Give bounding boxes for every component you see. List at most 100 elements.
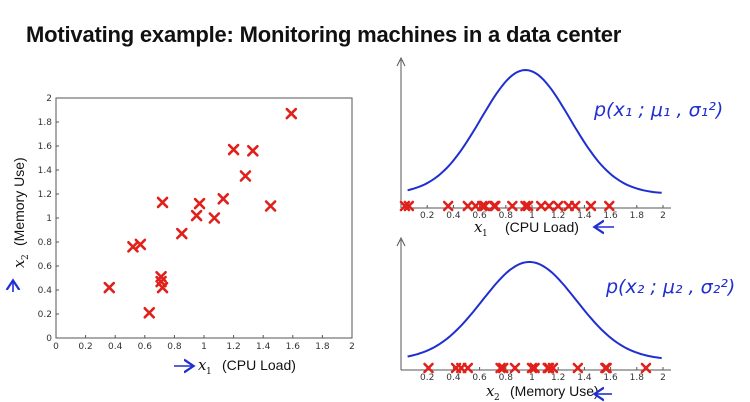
density-x1-curve — [407, 68, 662, 194]
density-x2-xlabel-sub: 2 — [494, 393, 500, 402]
density-x1-tick-label: 0.2 — [420, 211, 434, 221]
density-x1-tick-label: 0.6 — [472, 211, 487, 221]
scatter-xlabel-sub: 1 — [206, 367, 212, 377]
density-x1-point — [543, 200, 555, 212]
scatter-x-tick-label: 1.4 — [256, 342, 271, 352]
density-x1-xlabel-text: (CPU Load) — [505, 219, 579, 235]
density-x2-annotation: p(x₂ ; μ₂ , σ₂²) — [605, 276, 735, 298]
scatter-point — [143, 307, 156, 319]
density-x2-points — [423, 362, 652, 374]
density-x2-tick-label: 0.6 — [472, 373, 487, 383]
density-x2-curve — [407, 261, 662, 360]
density-x2-tick-label: 1.2 — [551, 373, 565, 383]
density-x1-point — [479, 200, 491, 212]
scatter-x-tick-label: 1 — [201, 342, 207, 352]
scatter-x-ticks: 0 0.2 0.4 0.6 0.8 1 1.2 1.4 1.6 1.8 2 — [53, 335, 355, 352]
scatter-y-tick-label: 0.6 — [38, 262, 53, 272]
density-x2-tick-label: 1 — [529, 373, 535, 383]
scatter-x-tick-label: 1.2 — [226, 342, 240, 352]
density-x1-point — [552, 200, 564, 212]
scatter-points — [103, 107, 298, 319]
density-x1-tick-label: 0.4 — [446, 211, 461, 221]
scatter-x-axis-label: x 1 (CPU Load) — [174, 356, 296, 377]
scatter-point — [103, 281, 116, 294]
density-x2-point — [547, 362, 559, 374]
density-x2-xlabel-var: x — [486, 382, 495, 400]
density-x2-y-axis-arrow — [396, 236, 406, 247]
density-x2-xlabel-text: (Memory Use) — [510, 383, 599, 399]
scatter-xlabel-text: (CPU Load) — [222, 357, 296, 373]
density-x1-xlabel-sub: 1 — [482, 229, 488, 239]
density-x1-point — [535, 200, 547, 212]
scatter-x-tick-label: 0.6 — [138, 342, 153, 352]
density-x2-point — [495, 362, 506, 374]
scatter-y-tick-label: 0.2 — [38, 310, 52, 320]
scatter-point — [208, 212, 221, 224]
density-x1-tick-label: 2 — [660, 211, 666, 221]
density-x1-tick-label: 0.8 — [499, 211, 514, 221]
density-x1-ticks: 0.2 0.4 0.6 0.8 1 1.2 1.4 1.6 1.8 2 — [420, 205, 666, 221]
scatter-x-tick-label: 0.2 — [78, 342, 92, 352]
density-x1-point — [520, 200, 531, 212]
scatter-y-tick-label: 1 — [46, 214, 52, 224]
density-x1-point — [507, 200, 518, 212]
scatter-point — [247, 145, 259, 157]
scatter-point — [156, 196, 169, 209]
scatter-x-tick-label: 0.4 — [108, 342, 123, 352]
density-x2-point — [497, 362, 509, 374]
scatter-plot-frame — [55, 97, 353, 339]
density-chart-x1: 0.2 0.4 0.6 0.8 1 1.2 1.4 1.6 1.8 2 x 1 (CPU Load… — [396, 56, 723, 239]
density-x1-point — [490, 200, 501, 212]
scatter-point — [227, 143, 240, 156]
density-x2-tick-label: 1.6 — [603, 373, 618, 383]
density-x1-point — [476, 200, 488, 212]
scatter-point — [239, 170, 252, 182]
density-x2-point — [509, 362, 521, 374]
scatter-x-tick-label: 1.8 — [315, 342, 330, 352]
density-x1-annotation: p(x₁ ; μ₁ , σ₁²) — [593, 99, 723, 121]
density-x2-point — [462, 362, 474, 374]
scatter-y-tick-label: 1.8 — [38, 118, 53, 128]
density-x1-tick-label: 1 — [529, 211, 535, 221]
density-x2-point — [572, 362, 584, 374]
density-x1-point — [569, 200, 581, 212]
density-x2-tick-label: 0.2 — [420, 373, 434, 383]
density-chart-x2: 0.2 0.4 0.6 0.8 1 1.2 1.4 1.6 1.8 2 x 2 (Memory U… — [396, 236, 735, 402]
density-x2-point — [529, 362, 540, 374]
density-x1-point — [585, 200, 597, 212]
density-x1-xlabel-var: x — [474, 218, 483, 236]
density-x1-point — [462, 200, 474, 212]
scatter-point — [217, 193, 230, 205]
scatter-y-tick-label: 1.6 — [38, 142, 53, 152]
scatter-point — [134, 238, 147, 251]
scatter-y-tick-label: 0.8 — [38, 238, 53, 248]
scatter-y-tick-label: 0.4 — [38, 286, 53, 296]
density-x2-tick-label: 0.4 — [446, 373, 461, 383]
density-x1-point — [403, 200, 415, 212]
density-x1-tick-label: 1.4 — [577, 211, 592, 221]
scatter-chart: 0 0.2 0.4 0.6 0.8 1 1.2 1.4 1.6 1.8 2 0 0.2 0.4 0.6 0.… — [10, 94, 355, 377]
density-x2-point — [601, 362, 612, 374]
scatter-ylabel-var: x — [10, 259, 28, 268]
density-x2-point — [640, 362, 652, 374]
density-x2-point — [526, 362, 538, 374]
density-x1-tick-label: 1.2 — [551, 211, 565, 221]
scatter-y-ticks: 0 0.2 0.4 0.6 0.8 1 1.2 1.4 1.6 1.8 2 — [38, 94, 59, 344]
slide-title: Motivating example: Monitoring machines … — [26, 22, 622, 47]
density-x2-tick-label: 1.8 — [630, 373, 645, 383]
scatter-x-tick-label: 0 — [53, 342, 59, 352]
density-x2-xlabel: x 2 (Memory Use) — [486, 382, 612, 402]
scatter-y-tick-label: 0 — [46, 334, 52, 344]
density-x2-ticks: 0.2 0.4 0.6 0.8 1 1.2 1.4 1.6 1.8 2 — [420, 367, 666, 383]
scatter-point — [176, 227, 188, 240]
density-x1-xlabel: x 1 (CPU Load) — [474, 218, 614, 239]
scatter-y-axis-label: x 2 (Memory Use) — [10, 157, 31, 268]
scatter-xlabel-var: x — [198, 356, 207, 374]
density-x1-y-axis-arrow — [396, 56, 406, 67]
density-x2-tick-label: 2 — [660, 373, 666, 383]
density-x1-point — [603, 200, 615, 212]
density-x1-point — [442, 200, 454, 212]
scatter-ylabel-sub: 2 — [21, 254, 31, 260]
scatter-y-tick-label: 1.4 — [38, 166, 53, 176]
